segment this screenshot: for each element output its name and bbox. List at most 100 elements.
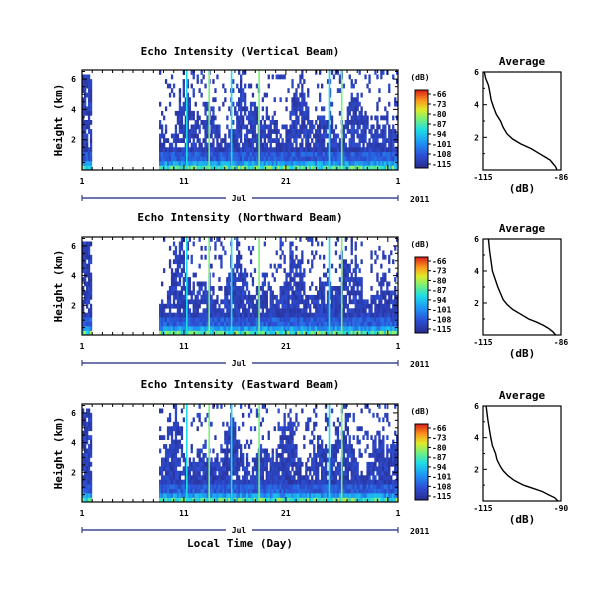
echo-cell [323, 115, 326, 121]
echo-cell [163, 479, 166, 485]
echo-cell [344, 151, 347, 157]
echo-cell [380, 321, 383, 327]
echo-cell [330, 124, 334, 130]
echo-cell [212, 448, 215, 454]
echo-cell [212, 326, 215, 331]
echo-cell [82, 444, 85, 449]
echo-cell [228, 330, 231, 336]
echo-cell [293, 124, 296, 130]
echo-cell [263, 138, 266, 143]
echo-cell [293, 444, 296, 449]
echo-cell [289, 312, 292, 318]
echo-cell [240, 461, 243, 467]
echo-cell [202, 160, 205, 166]
echo-cell [330, 120, 334, 125]
echo-cell [265, 312, 268, 318]
echo-cell [178, 97, 182, 103]
echo-cell [204, 488, 207, 494]
echo-cell [166, 156, 170, 162]
echo-cell [348, 484, 351, 489]
echo-cell [360, 488, 363, 494]
y-tick-label: 2 [71, 136, 76, 145]
echo-cell [163, 484, 166, 489]
echo-cell [89, 156, 93, 162]
echo-cell [283, 268, 286, 273]
echo-cell [255, 484, 259, 489]
echo-cell [249, 147, 253, 153]
echo-cell [188, 479, 191, 485]
echo-cell [84, 326, 87, 331]
echo-cell [82, 74, 85, 80]
echo-cell [344, 294, 347, 300]
echo-cell [293, 294, 296, 300]
echo-cell [84, 421, 87, 427]
colorbar-tick-label: -80 [432, 276, 447, 285]
echo-cell [299, 475, 302, 481]
echo-cell [324, 326, 328, 331]
echo-cell [82, 259, 85, 265]
echo-cell [269, 321, 272, 327]
echo-cell [194, 133, 197, 139]
colorbar-segment [415, 258, 428, 262]
echo-cell [289, 439, 292, 445]
echo-cell [253, 484, 257, 489]
echo-cell [174, 461, 178, 467]
echo-cell [295, 92, 298, 98]
echo-cell [200, 156, 203, 162]
echo-cell [352, 457, 355, 463]
echo-cell [324, 281, 328, 287]
echo-cell [285, 299, 288, 305]
echo-cell [196, 493, 199, 498]
echo-cell [188, 165, 191, 171]
echo-cell [311, 151, 314, 157]
echo-cell [267, 430, 270, 436]
echo-cell [204, 453, 207, 458]
echo-cell [228, 457, 231, 463]
echo-cell [273, 308, 276, 314]
echo-cell [321, 147, 324, 153]
echo-cell [303, 120, 306, 125]
echo-cell [261, 321, 264, 327]
echo-cell [176, 430, 180, 436]
echo-cell [170, 444, 174, 449]
echo-cell [86, 461, 89, 467]
echo-cell [293, 92, 296, 98]
echo-cell [346, 426, 349, 432]
echo-cell [336, 151, 340, 157]
echo-cell [352, 151, 355, 157]
echo-cell [295, 147, 298, 153]
echo-cell [212, 142, 215, 148]
echo-cell [368, 408, 371, 414]
echo-cell [354, 326, 357, 331]
echo-cell [159, 326, 162, 331]
echo-cell [285, 165, 288, 171]
y-tick-label: 2 [71, 301, 76, 310]
echo-cell [285, 133, 288, 139]
echo-cell [283, 142, 286, 148]
echo-cell [348, 290, 351, 296]
echo-cell [220, 165, 223, 171]
echo-cell [285, 286, 288, 291]
echo-cell [360, 326, 363, 331]
echo-cell [236, 124, 239, 130]
echo-cell [392, 303, 395, 309]
echo-cell [360, 106, 363, 112]
echo-cell [291, 330, 294, 336]
echo-cell [240, 165, 243, 171]
echo-cell [86, 254, 89, 260]
echo-cell [247, 404, 251, 409]
echo-cell [346, 470, 349, 476]
echo-cell [214, 115, 217, 121]
echo-cell [245, 317, 249, 322]
echo-cell [226, 493, 229, 498]
echo-cell [354, 110, 357, 116]
echo-cell [338, 286, 342, 291]
echo-cell [188, 312, 191, 318]
echo-cell [198, 124, 201, 130]
echo-cell [303, 115, 306, 121]
echo-cell [198, 263, 201, 269]
echo-cell [192, 484, 195, 489]
echo-cell [259, 138, 263, 143]
echo-cell [293, 106, 296, 112]
echo-cell [224, 326, 227, 331]
